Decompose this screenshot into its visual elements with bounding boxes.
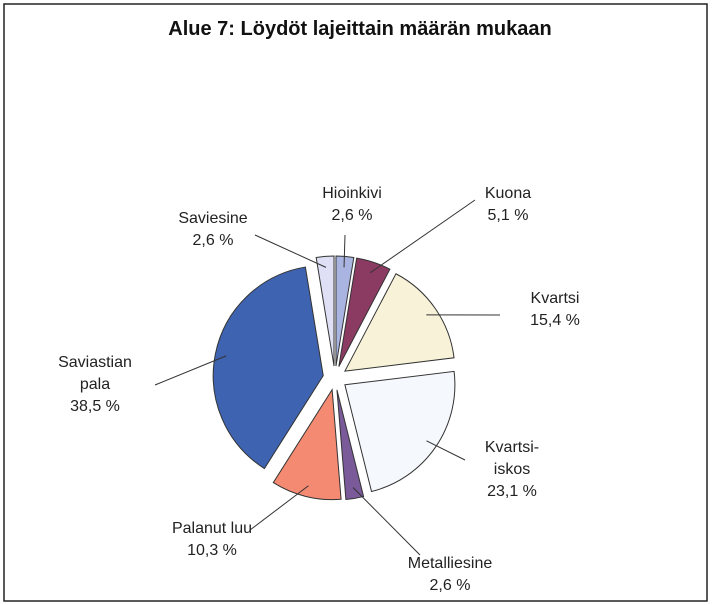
- leader-line: [426, 440, 466, 461]
- slice-label: Palanut luu 10,3 %: [157, 518, 267, 562]
- slice-label: Kvartsi-iskos 23,1 %: [482, 437, 542, 503]
- pie-slice: [272, 388, 342, 501]
- leader-line: [352, 487, 421, 556]
- category-label: Palanut luu: [171, 520, 253, 537]
- value-label: 2,6 %: [192, 232, 234, 249]
- category-label: Hioinkivi: [322, 185, 382, 202]
- frame: [3, 3, 708, 602]
- leader-line: [254, 234, 327, 268]
- pie-slice: [212, 266, 324, 470]
- value-label: 15,4 %: [530, 312, 580, 329]
- value-label: 2,6 %: [331, 207, 373, 224]
- pie-slice: [343, 273, 455, 372]
- leader-line: [343, 234, 346, 268]
- slice-label: Metalliesine 2,6 %: [390, 553, 510, 597]
- value-label: 5,1 %: [487, 207, 529, 224]
- leader-line: [369, 199, 476, 274]
- category-label: Kvartsi: [530, 290, 580, 307]
- slice-label: Saviastian pala 38,5 %: [50, 352, 140, 418]
- value-label: 2,6 %: [429, 577, 471, 594]
- leader-line: [249, 485, 309, 531]
- category-label: Saviesine: [178, 210, 248, 227]
- pie-slice: [336, 389, 365, 501]
- value-label: 10,3 %: [187, 542, 237, 559]
- value-label: 23,1 %: [487, 483, 537, 500]
- slice-label: Hioinkivi 2,6 %: [312, 183, 392, 227]
- slice-label: Saviesine 2,6 %: [168, 208, 258, 252]
- leader-line: [154, 355, 227, 386]
- pie-slice: [344, 370, 456, 493]
- category-label: Saviastian pala: [58, 354, 132, 393]
- chart-title: Alue 7: Löydöt lajeittain määrän mukaan: [168, 18, 552, 40]
- slice-label: Kvartsi 15,4 %: [515, 288, 595, 332]
- category-label: Kuona: [484, 185, 532, 202]
- value-label: 38,5 %: [70, 398, 120, 415]
- pie-slice: [338, 257, 391, 367]
- category-label: Kvartsi-iskos: [484, 439, 540, 478]
- slice-label: Kuona 5,1 %: [468, 183, 548, 227]
- pie-slice: [335, 255, 355, 367]
- category-label: Metalliesine: [407, 555, 493, 572]
- pie-slice: [315, 255, 335, 367]
